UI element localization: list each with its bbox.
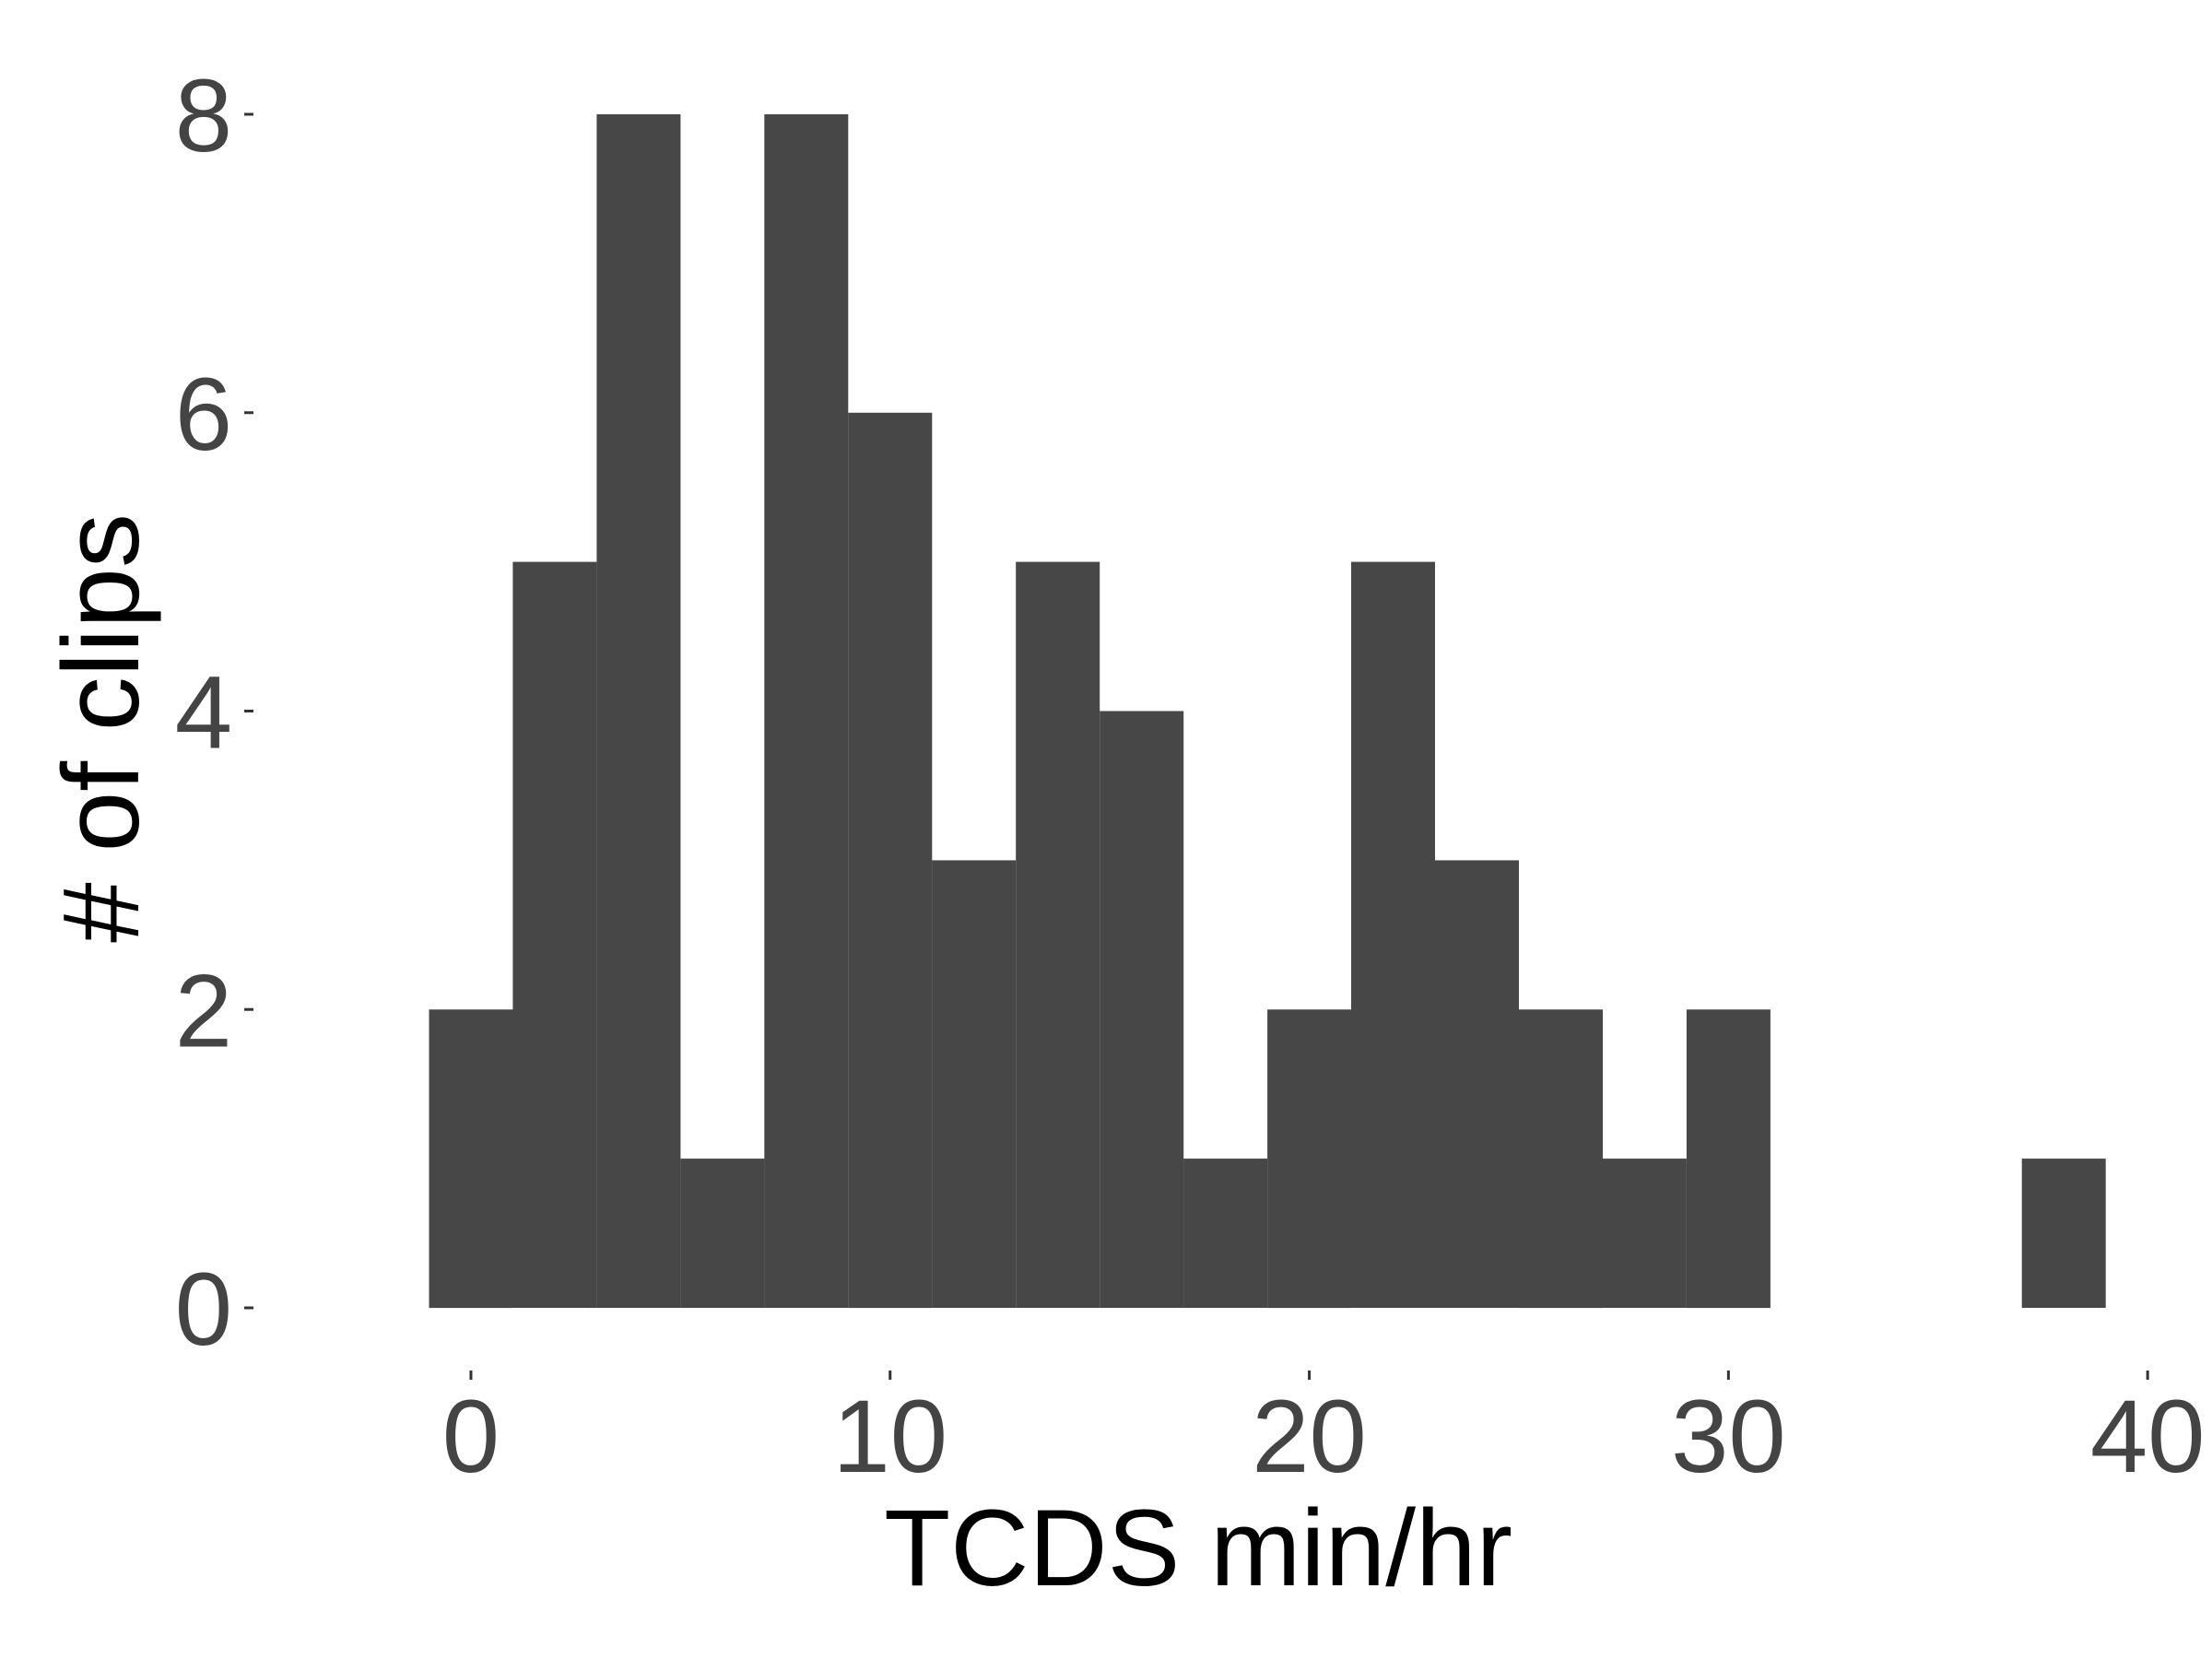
histogram-bar-5 (848, 412, 933, 1309)
histogram-bar-8 (1100, 711, 1184, 1308)
histogram-bar-7 (1016, 561, 1100, 1308)
histogram-bar-16 (2021, 1159, 2106, 1308)
y-tick-label-6: 6 (175, 357, 232, 472)
x-tick-label-30: 30 (1671, 1379, 1786, 1494)
x-axis: 0 10 20 30 40 (442, 1371, 2206, 1494)
histogram-bar-13 (1519, 1009, 1603, 1309)
x-tick-label-10: 10 (832, 1379, 947, 1494)
histogram-bar-0 (429, 1009, 513, 1309)
y-axis: 0 2 4 6 8 (175, 58, 253, 1367)
histogram-bar-1 (512, 561, 597, 1308)
x-tick-label-40: 40 (2090, 1379, 2206, 1494)
histogram-bar-12 (1435, 860, 1519, 1308)
histogram-bar-6 (932, 860, 1017, 1308)
x-axis-title: TCDS min/hr (884, 1488, 1512, 1609)
y-tick-label-0: 0 (175, 1252, 232, 1367)
x-tick-label-0: 0 (442, 1379, 500, 1494)
y-tick-label-4: 4 (175, 655, 232, 771)
histogram-bar-15 (1686, 1009, 1771, 1309)
histogram-bar-4 (764, 114, 849, 1308)
y-tick-label-8: 8 (175, 58, 232, 173)
histogram-bar-9 (1183, 1159, 1268, 1308)
histogram-bar-11 (1351, 561, 1435, 1308)
y-axis-title: # of clips (41, 513, 162, 943)
histogram-bar-14 (1602, 1159, 1687, 1308)
histogram-bar-10 (1267, 1009, 1352, 1309)
histogram-bar-3 (680, 1159, 765, 1308)
x-tick-label-20: 20 (1252, 1379, 1367, 1494)
y-tick-label-2: 2 (175, 953, 232, 1068)
histogram-bar-2 (596, 114, 681, 1308)
bars-group (429, 114, 2106, 1309)
